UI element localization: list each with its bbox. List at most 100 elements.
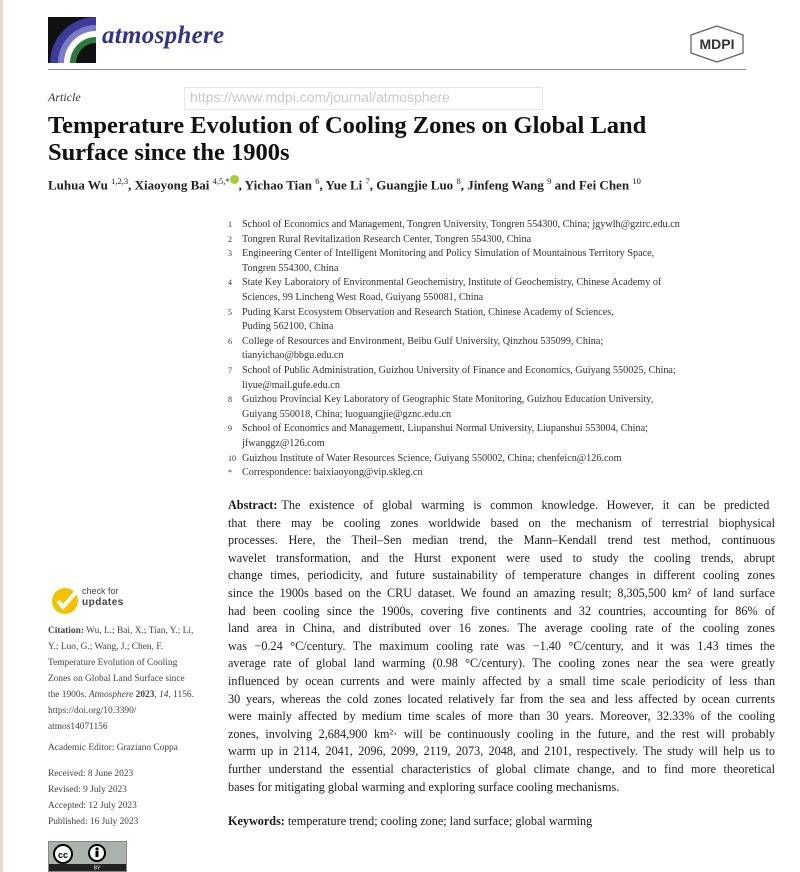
affiliation-text: Sciences, 99 Lincheng West Road, Guiyang… — [242, 291, 484, 303]
author: Yue Li — [325, 177, 363, 193]
affiliation-number — [228, 320, 242, 335]
abstract-text: had been cooling since the 1900s, coveri… — [228, 603, 776, 618]
affiliation-text: liyue@mail.gufe.edu.cn — [242, 379, 340, 391]
orcid-icon[interactable] — [229, 175, 239, 184]
affiliation-line: Guiyang 550018, China; luoguangjie@gznc.… — [228, 408, 680, 423]
abstract-line: 30 years, whereas the cold zones located… — [228, 691, 775, 709]
citation-doi[interactable]: https://doi.org/10.3390/ — [48, 706, 137, 716]
abstract-line: influenced by ocean currents and were ma… — [228, 673, 775, 691]
citation-doi[interactable]: atmos14071156 — [48, 722, 108, 732]
author: Jinfeng Wang — [467, 177, 544, 193]
author: Fei Chen — [578, 177, 630, 193]
date-received: Received: 8 June 2023 — [48, 769, 134, 779]
abstract-line: further understand the essential charact… — [228, 761, 775, 779]
abstract-text: were mainly affected by medium time scal… — [228, 709, 775, 724]
affiliation-line: 10 Guizhou Institute of Water Resources S… — [228, 452, 680, 467]
keywords: Keywords: temperature trend; cooling zon… — [228, 813, 592, 829]
abstract-text: warm up in 2114, 2041, 2096, 2099, 2119,… — [228, 744, 775, 759]
affiliation-line: Sciences, 99 Lincheng West Road, Guiyang… — [228, 291, 680, 306]
svg-text:cc: cc — [58, 850, 68, 860]
affiliation-number — [228, 262, 242, 277]
affiliation-number — [228, 408, 242, 423]
affiliation-number: 1 — [228, 220, 232, 229]
affiliation-number — [228, 349, 242, 364]
affiliation-number — [228, 437, 242, 452]
abstract-line: warm up in 2114, 2041, 2096, 2099, 2119,… — [228, 743, 775, 761]
keywords-text: temperature trend; cooling zone; land su… — [287, 814, 593, 828]
abstract-line: since the 1900s based on the CRU dataset… — [228, 585, 775, 603]
cc-by-license-icon[interactable]: cc BY — [48, 841, 127, 872]
citation-line: the 1900s. — [48, 690, 87, 700]
check-for-updates-icon[interactable] — [50, 586, 80, 616]
affiliation-number — [228, 379, 242, 394]
citation: Citation: Wu, L.; Bai, X.; Tian, Y.; Li,… — [48, 623, 194, 735]
abstract-label: Abstract: — [228, 498, 278, 512]
affiliation-text: School of Public Administration, Guizhou… — [242, 364, 676, 376]
affiliation-number: 10 — [228, 453, 236, 463]
affiliation-text: jfwanggz@126.com — [242, 437, 325, 449]
affiliation-text: Engineering Center of Intelligent Monito… — [242, 248, 655, 260]
abstract-line: wavelet transformation, and the Hurst ex… — [228, 550, 775, 568]
atmosphere-logo-icon — [48, 17, 96, 63]
title-line: Surface since the 1900s — [48, 139, 290, 166]
abstract-line: that there may be cooling zones worldwid… — [228, 515, 775, 533]
abstract-line: had been cooling since the 1900s, coveri… — [228, 603, 775, 621]
date-revised: Revised: 9 July 2023 — [48, 785, 127, 795]
affiliations: 1 School of Economics and Management, Ton… — [228, 218, 680, 481]
affiliation-text: College of Resources and Environment, Be… — [242, 335, 604, 347]
citation-page: , 1156. — [168, 690, 194, 700]
header-rule — [48, 69, 746, 70]
author-list: Luhua Wu 1,2,3, Xiaoyong Bai 4,5,*, Yich… — [48, 175, 641, 193]
affiliation-text: Puding Karst Ecosystem Observation and R… — [242, 306, 614, 318]
authors-and: and — [554, 177, 576, 193]
affiliation-text: Guizhou Institute of Water Resources Sci… — [242, 452, 622, 464]
abstract-line: were mainly affected by medium time scal… — [228, 708, 775, 726]
affiliation-line: 3 Engineering Center of Intelligent Monit… — [228, 247, 680, 262]
author-affil: 4,5,* — [212, 176, 230, 186]
affiliation-line: 2 Tongren Rural Revitalization Research C… — [228, 233, 680, 248]
paper-title: Temperature Evolution of Cooling Zones o… — [48, 112, 646, 166]
citation-line: Temperature Evolution of Cooling — [48, 658, 178, 668]
abstract-text: 30 years, whereas the cold zones located… — [228, 691, 776, 706]
affiliation-text: School of Economics and Management, Liup… — [242, 423, 648, 435]
abstract: Abstract: The existence of global warming… — [228, 497, 775, 796]
citation-year: 2023 — [135, 690, 155, 700]
affiliation-number: 4 — [228, 278, 232, 288]
author-affil: 7 — [365, 176, 370, 186]
affiliation-line: 8 Guizhou Provincial Key Laboratory of Ge… — [228, 393, 680, 408]
author: Yichao Tian — [244, 177, 312, 193]
abstract-line: was −0.24 °C/century. The maximum coolin… — [228, 638, 775, 656]
author-affil: 9 — [547, 176, 552, 186]
dates: Received: 8 June 2023 Revised: 9 July 20… — [48, 766, 138, 830]
affiliation-text: Tongren 554300, China — [242, 262, 339, 274]
mdpi-logo-icon: MDPI — [690, 25, 744, 63]
citation-journal: Atmosphere — [88, 690, 134, 700]
article-type: Article — [48, 90, 81, 104]
abstract-line: land area in China, and distributed over… — [228, 620, 775, 638]
abstract-text: wavelet transformation, and the Hurst ex… — [228, 550, 775, 565]
academic-editor: Academic Editor: Graziano Coppa — [48, 743, 178, 753]
abstract-text: The existence of global warming is commo… — [281, 498, 770, 512]
affiliation-line: jfwanggz@126.com — [228, 437, 680, 452]
url-overlay-box[interactable] — [184, 87, 543, 110]
keywords-label: Keywords: — [228, 814, 285, 828]
url-overlay[interactable]: https://www.mdpi.com/journal/atmosphere — [190, 89, 450, 105]
author-affil: 8 — [456, 176, 461, 186]
citation-label: Citation: — [48, 626, 84, 636]
affiliation-line: 4 State Key Laboratory of Environmental G… — [228, 276, 680, 291]
date-published: Published: 16 July 2023 — [48, 817, 139, 827]
date-accepted: Accepted: 12 July 2023 — [48, 801, 137, 811]
abstract-text: processes. Here, the Theil–Sen median tr… — [228, 533, 776, 548]
abstract-text: influenced by ocean currents and were ma… — [228, 673, 776, 688]
affiliation-text: tianyichao@bbgu.edu.cn — [242, 350, 344, 362]
svg-text:BY: BY — [94, 866, 101, 872]
author: Guangjie Luo — [376, 177, 454, 193]
affiliation-text: School of Economics and Management, Tong… — [242, 219, 680, 230]
svg-text:MDPI: MDPI — [700, 36, 735, 52]
journal-name: atmosphere — [102, 22, 225, 49]
affiliation-number: 8 — [228, 395, 232, 405]
page-edge — [0, 0, 3, 872]
check-updates-line: check for — [82, 586, 119, 596]
citation-line: Zones on Global Land Surface since — [48, 674, 185, 684]
check-for-updates[interactable]: check for updates — [82, 586, 124, 608]
